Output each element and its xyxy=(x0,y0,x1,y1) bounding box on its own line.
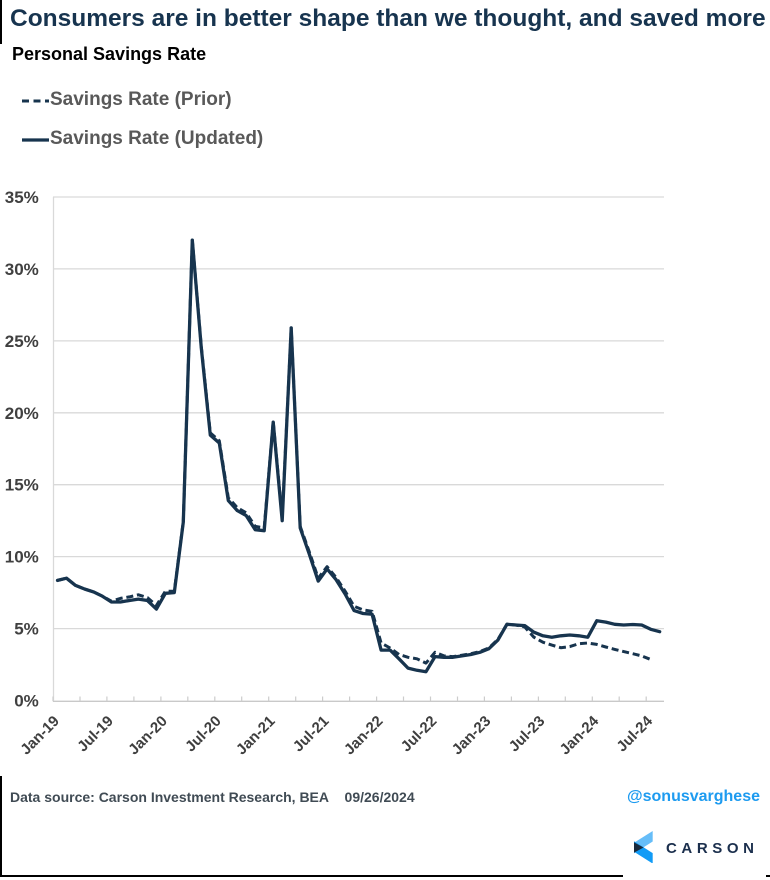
svg-text:Jul-20: Jul-20 xyxy=(182,713,225,756)
svg-text:Jul-24: Jul-24 xyxy=(613,712,656,755)
svg-text:Jul-23: Jul-23 xyxy=(506,713,549,756)
svg-text:30%: 30% xyxy=(5,260,39,279)
svg-text:25%: 25% xyxy=(5,332,39,351)
svg-text:20%: 20% xyxy=(5,404,39,423)
svg-text:Jan-21: Jan-21 xyxy=(233,713,279,759)
svg-text:10%: 10% xyxy=(5,548,39,567)
svg-text:Jan-24: Jan-24 xyxy=(557,712,603,758)
svg-text:Jan-19: Jan-19 xyxy=(17,713,63,759)
svg-text:Jul-21: Jul-21 xyxy=(290,713,333,756)
svg-text:15%: 15% xyxy=(5,476,39,495)
svg-text:35%: 35% xyxy=(5,188,39,207)
svg-text:Jan-20: Jan-20 xyxy=(125,713,171,759)
svg-text:Jan-22: Jan-22 xyxy=(341,713,387,759)
svg-text:Jul-22: Jul-22 xyxy=(398,713,441,756)
svg-text:Jul-19: Jul-19 xyxy=(74,713,117,756)
svg-text:5%: 5% xyxy=(14,620,39,639)
svg-text:0%: 0% xyxy=(14,692,39,711)
svg-text:Jan-23: Jan-23 xyxy=(449,713,495,759)
